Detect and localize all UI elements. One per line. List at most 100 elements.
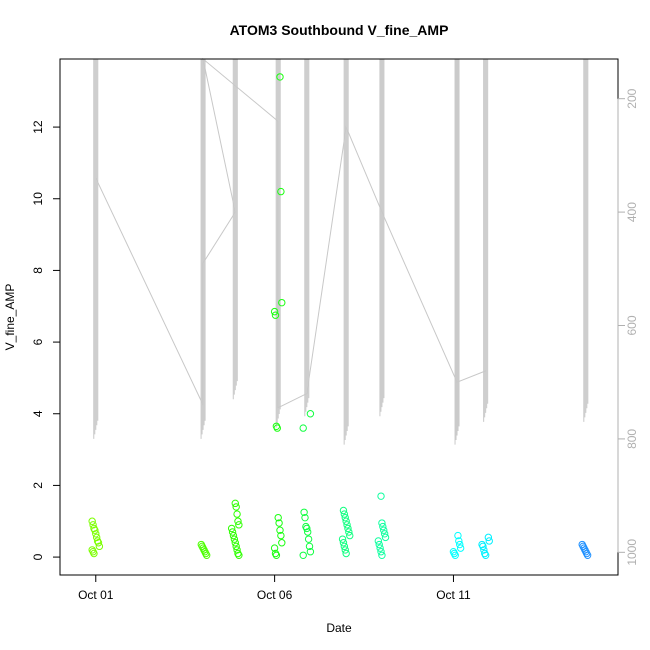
data-point bbox=[88, 517, 96, 525]
data-point bbox=[339, 539, 348, 547]
data-point bbox=[273, 424, 281, 432]
data-point bbox=[232, 542, 240, 551]
data-point bbox=[456, 544, 465, 552]
data-point bbox=[340, 542, 349, 551]
data-point bbox=[271, 311, 280, 319]
data-point bbox=[278, 539, 286, 547]
data-point bbox=[481, 551, 490, 559]
data-point bbox=[379, 522, 387, 531]
y-tick-label: 8 bbox=[31, 267, 45, 274]
data-point bbox=[484, 533, 493, 542]
x-axis-label: Date bbox=[326, 621, 352, 635]
data-point bbox=[380, 526, 388, 534]
plot-frame bbox=[59, 58, 619, 576]
data-point bbox=[276, 73, 284, 81]
data-point bbox=[451, 551, 459, 559]
data-point bbox=[303, 524, 311, 533]
data-point bbox=[344, 524, 352, 533]
data-point bbox=[306, 548, 315, 556]
depth-profile-lines bbox=[93, 57, 589, 445]
x-tick-label: Oct 06 bbox=[257, 588, 293, 602]
data-point bbox=[232, 503, 240, 511]
data-point bbox=[233, 546, 241, 554]
data-point bbox=[228, 528, 237, 536]
data-points bbox=[88, 73, 592, 559]
data-point bbox=[300, 508, 308, 516]
y-tick-label: 6 bbox=[31, 338, 45, 345]
y2-tick-label: 600 bbox=[625, 315, 639, 335]
data-point bbox=[270, 544, 279, 552]
data-point bbox=[92, 530, 100, 538]
data-point bbox=[91, 526, 99, 534]
data-point bbox=[377, 548, 385, 556]
x-axis: Oct 01 Oct 06 Oct 11 bbox=[78, 574, 471, 602]
data-point bbox=[346, 531, 354, 540]
data-point bbox=[338, 535, 347, 543]
data-point bbox=[374, 537, 383, 545]
data-point bbox=[380, 530, 389, 538]
y2-tick-label: 800 bbox=[625, 429, 639, 449]
data-point bbox=[277, 531, 285, 540]
y-tick-label: 2 bbox=[31, 482, 45, 489]
data-point bbox=[454, 531, 462, 540]
x-tick-label: Oct 11 bbox=[436, 588, 471, 602]
data-point bbox=[455, 537, 463, 545]
chart-title: ATOM3 Southbound V_fine_AMP bbox=[230, 22, 449, 38]
data-point bbox=[305, 542, 314, 551]
data-point bbox=[377, 492, 385, 500]
y-tick-label: 12 bbox=[31, 120, 45, 134]
data-point bbox=[272, 551, 281, 559]
data-point bbox=[235, 551, 243, 559]
y2-tick-label: 400 bbox=[625, 202, 639, 222]
data-point bbox=[306, 410, 315, 418]
data-point bbox=[345, 528, 353, 536]
data-point bbox=[341, 513, 349, 522]
data-point bbox=[202, 551, 211, 559]
data-point bbox=[378, 551, 386, 559]
data-point bbox=[480, 546, 488, 554]
y-tick-label: 4 bbox=[31, 410, 45, 417]
data-point bbox=[583, 551, 592, 559]
data-point bbox=[485, 537, 493, 545]
data-point bbox=[274, 513, 282, 522]
data-point bbox=[301, 513, 309, 522]
y2-axis: 200 400 600 800 1000 bbox=[617, 88, 639, 566]
data-point bbox=[479, 542, 487, 551]
data-point bbox=[341, 546, 349, 554]
data-point bbox=[343, 521, 351, 529]
data-point bbox=[234, 517, 242, 525]
data-point bbox=[304, 528, 312, 536]
data-point bbox=[456, 540, 464, 549]
data-point bbox=[270, 307, 279, 316]
y-axis-label: V_fine_AMP bbox=[3, 284, 17, 351]
data-point bbox=[299, 424, 307, 432]
data-point bbox=[278, 298, 286, 307]
data-point bbox=[276, 526, 284, 534]
data-point bbox=[89, 521, 97, 529]
data-point bbox=[231, 539, 239, 547]
data-point bbox=[342, 549, 350, 558]
data-point bbox=[304, 535, 313, 543]
x-tick-label: Oct 01 bbox=[78, 588, 114, 602]
data-point bbox=[342, 517, 350, 525]
y-axis: 0 2 4 6 8 10 12 bbox=[31, 120, 61, 560]
data-point bbox=[229, 531, 238, 540]
y-tick-label: 10 bbox=[31, 192, 45, 206]
depth-transit-line bbox=[95, 57, 486, 409]
data-point bbox=[378, 519, 386, 527]
data-point bbox=[92, 533, 101, 542]
data-point bbox=[235, 521, 243, 529]
data-point bbox=[230, 535, 239, 543]
data-point bbox=[339, 506, 348, 515]
y-tick-label: 0 bbox=[31, 553, 45, 560]
data-point bbox=[227, 524, 236, 533]
data-point bbox=[231, 499, 239, 508]
data-point bbox=[275, 519, 283, 527]
data-point bbox=[299, 551, 307, 559]
data-point bbox=[340, 510, 349, 518]
data-point bbox=[277, 187, 285, 196]
data-point bbox=[375, 540, 383, 549]
y2-tick-label: 200 bbox=[625, 88, 639, 108]
data-point bbox=[233, 510, 241, 518]
